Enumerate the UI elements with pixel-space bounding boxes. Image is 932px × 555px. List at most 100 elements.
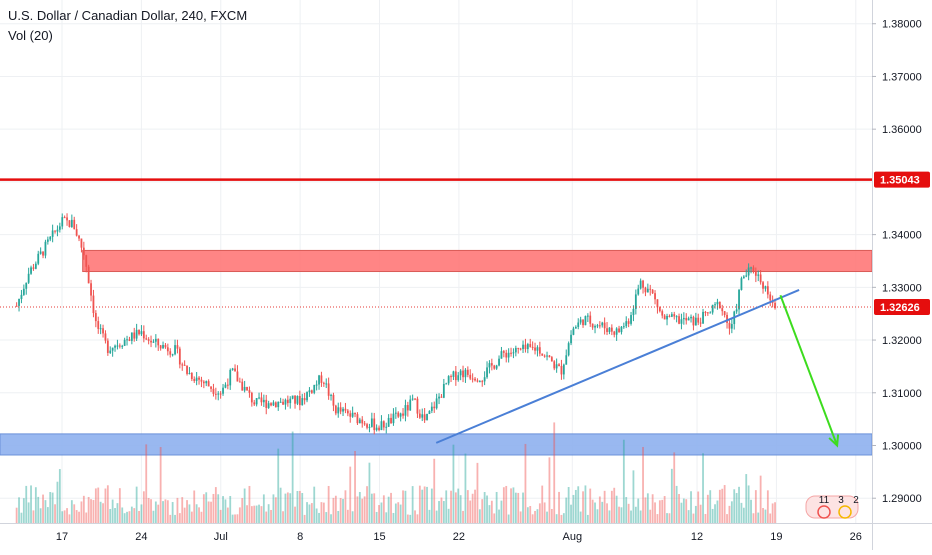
candle-down	[265, 399, 268, 408]
tradingview-event-badge[interactable]: 11 3 2	[805, 495, 859, 519]
volume-bar	[498, 509, 500, 523]
candle-down	[241, 381, 244, 391]
candle-down	[334, 405, 337, 414]
volume-bar	[543, 502, 546, 523]
volume-bar	[308, 504, 311, 523]
resistance-price-badge[interactable]: 1.35043	[874, 171, 930, 188]
volume-bar	[574, 489, 577, 523]
candle-down	[450, 376, 452, 378]
volume-bar	[558, 491, 560, 523]
volume-bar	[538, 503, 541, 523]
candle-down	[104, 333, 107, 341]
volume-bar	[346, 509, 349, 523]
projection-arrow-line[interactable]	[779, 294, 839, 446]
last-price-badge-background	[874, 299, 930, 316]
candle-down	[697, 317, 700, 323]
volume-bar	[123, 513, 126, 523]
ascending-trendline[interactable]	[435, 289, 800, 444]
volume-bar	[747, 485, 750, 523]
candle-up	[579, 319, 582, 323]
candle-up	[380, 421, 383, 431]
volume-bar	[421, 489, 424, 523]
volume-bar	[702, 453, 704, 523]
candle-down	[150, 340, 152, 343]
candle-up	[387, 417, 390, 427]
volume-bar	[222, 496, 224, 523]
candle-up	[27, 273, 30, 283]
candle-down	[692, 316, 695, 326]
candle-down	[627, 321, 630, 324]
candle-up	[195, 377, 198, 381]
candle-down	[423, 414, 426, 421]
volume-bar	[313, 486, 316, 523]
symbol-title[interactable]: U.S. Dollar / Canadian Dollar, 240, FXCM	[8, 8, 248, 23]
volume-bar	[397, 502, 400, 523]
volume-bar	[322, 502, 325, 523]
volume-bar	[546, 511, 548, 523]
volume-bar	[116, 503, 119, 523]
volume-bar	[454, 492, 457, 523]
volume-bar	[169, 514, 172, 523]
volume-bar	[104, 488, 107, 523]
candle-up	[536, 347, 539, 351]
candle-down	[728, 322, 731, 329]
volume-bar	[82, 495, 85, 523]
candle-down	[558, 364, 560, 367]
volume-bar	[114, 508, 116, 523]
candle-up	[262, 399, 265, 403]
candle-up	[351, 412, 354, 417]
volume-bar	[735, 493, 738, 523]
candle-up	[690, 316, 692, 319]
candle-down	[164, 344, 167, 348]
support-zone[interactable]	[0, 433, 873, 456]
candle-up	[546, 355, 548, 357]
volume-bar	[39, 508, 42, 523]
candle-down	[603, 322, 606, 329]
volume-bar	[133, 508, 136, 523]
volume-bar	[692, 513, 695, 523]
volume-bar	[193, 490, 196, 523]
volume-bar	[147, 497, 150, 523]
volume-bar	[370, 493, 373, 523]
volume-bar	[560, 514, 563, 523]
candle-down	[198, 377, 200, 380]
volume-bar	[646, 493, 649, 523]
volume-bar	[34, 487, 37, 523]
volume-bar	[394, 503, 397, 523]
time-tick-label: 22	[453, 531, 465, 543]
last-price-badge[interactable]: 1.32626	[874, 299, 930, 316]
candle-up	[109, 350, 112, 353]
volume-bar	[579, 511, 582, 523]
volume-bar	[279, 487, 282, 523]
volume-bar	[764, 509, 767, 523]
volume-bar	[536, 509, 539, 523]
volume-bar	[699, 504, 702, 523]
candle-down	[390, 417, 392, 424]
volume-bar	[262, 494, 265, 523]
volume-bar	[555, 514, 558, 523]
volume-bar	[56, 481, 59, 523]
volume-bar	[582, 491, 584, 523]
candle-down	[176, 345, 179, 349]
volume-bar	[272, 494, 275, 523]
volume-bar	[92, 500, 95, 523]
volume-bar	[291, 431, 294, 523]
volume-indicator-label[interactable]: Vol (20)	[8, 28, 53, 43]
volume-bar	[176, 497, 179, 523]
candle-down	[462, 370, 464, 378]
candle-up	[58, 226, 61, 230]
volume-bar	[680, 502, 683, 523]
candle-up	[711, 304, 714, 313]
volume-bar	[728, 505, 731, 523]
candle-up	[675, 316, 678, 318]
volume-bar	[457, 488, 460, 523]
candle-up	[632, 308, 635, 316]
candle-up	[570, 334, 572, 344]
volume-bar	[217, 494, 220, 523]
candle-up	[308, 390, 311, 393]
candle-up	[205, 381, 208, 384]
volume-bar	[80, 501, 83, 523]
candle-up	[358, 419, 361, 424]
